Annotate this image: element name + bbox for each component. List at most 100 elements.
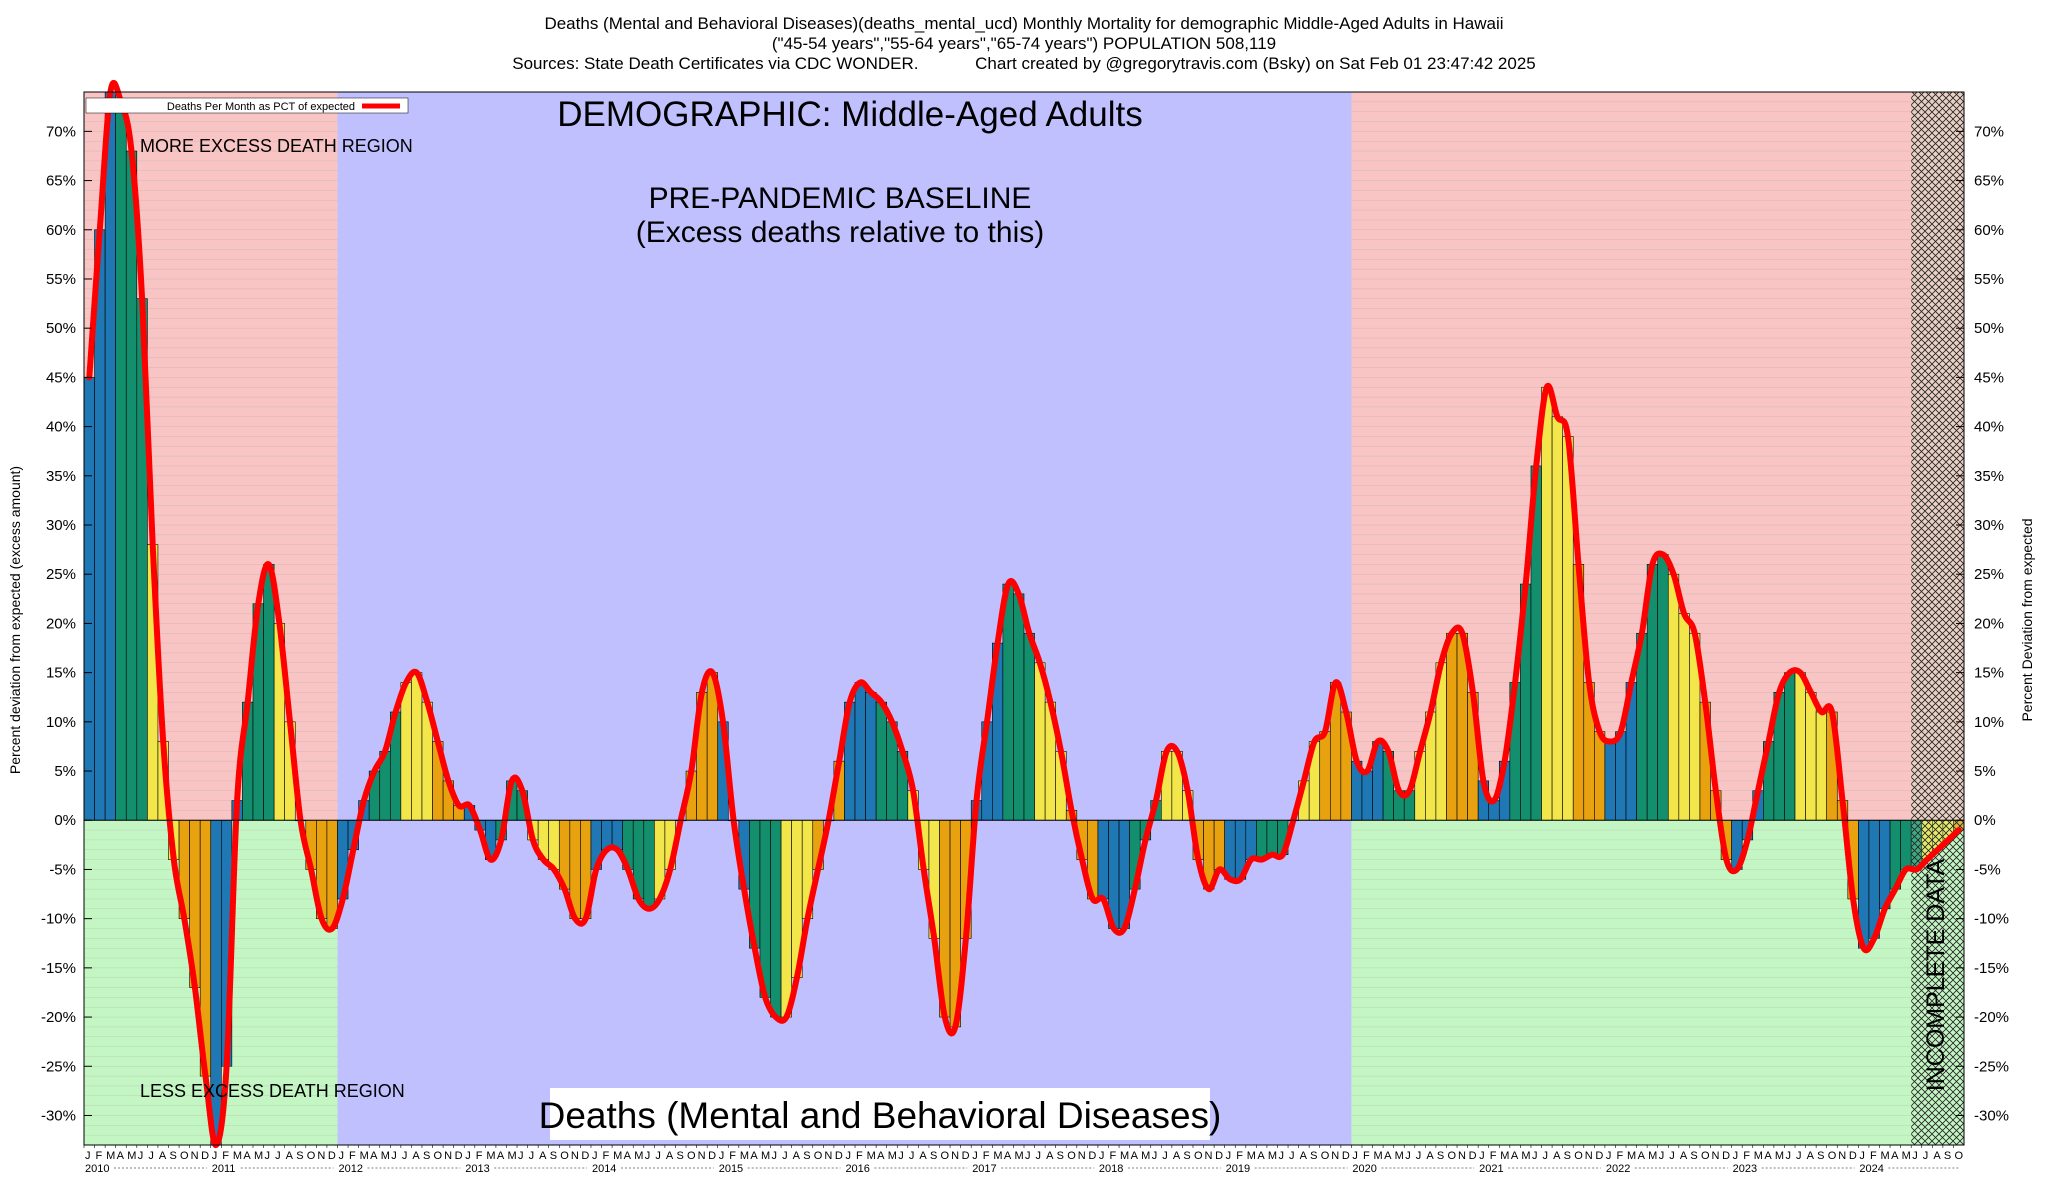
- bar: [1657, 554, 1669, 821]
- x-tick-month-label: S: [1183, 1150, 1190, 1162]
- x-tick-month-label: J: [1099, 1150, 1105, 1162]
- bar: [1551, 416, 1563, 821]
- x-tick-month-label: A: [243, 1150, 251, 1162]
- x-tick-month-label: J: [529, 1150, 535, 1162]
- x-tick-month-label: D: [1722, 1150, 1730, 1162]
- bar: [400, 682, 412, 821]
- x-tick-month-label: J: [465, 1150, 471, 1162]
- x-tick-month-label: J: [212, 1150, 218, 1162]
- x-tick-month-label: F: [1109, 1150, 1116, 1162]
- y-tick-label-right: 40%: [1974, 419, 2004, 436]
- x-tick-month-label: F: [983, 1150, 990, 1162]
- y-tick-label-right: 50%: [1974, 320, 2004, 337]
- baseline-label-line1: PRE-PANDEMIC BASELINE: [649, 182, 1032, 215]
- x-tick-month-label: J: [1785, 1150, 1791, 1162]
- y-tick-label-left: 20%: [46, 615, 76, 632]
- x-tick-month-label: M: [1648, 1150, 1657, 1162]
- x-tick-month-label: J: [655, 1150, 661, 1162]
- x-tick-month-label: A: [1764, 1150, 1772, 1162]
- x-tick-month-label: O: [941, 1150, 950, 1162]
- y-tick-label-right: -25%: [1974, 1058, 2009, 1075]
- bar: [770, 819, 782, 1018]
- series-line: [86, 80, 1962, 1149]
- x-tick-month-label: F: [729, 1150, 736, 1162]
- bar: [1002, 583, 1014, 821]
- x-tick-month-label: O: [1067, 1150, 1076, 1162]
- x-tick-month-label: N: [1078, 1150, 1086, 1162]
- y-tick-label-right: 30%: [1974, 517, 2004, 534]
- bar: [643, 819, 655, 910]
- x-tick-month-label: D: [455, 1150, 463, 1162]
- x-tick-month-label: D: [1215, 1150, 1223, 1162]
- y-tick-label-right: 65%: [1974, 173, 2004, 190]
- x-tick-month-label: S: [1944, 1150, 1951, 1162]
- x-tick-month-label: M: [106, 1150, 115, 1162]
- sources-text: Sources: State Death Certificates via CD…: [512, 54, 919, 73]
- bar: [1667, 573, 1680, 821]
- x-tick-month-label: A: [1933, 1150, 1941, 1162]
- x-tick-month-label: M: [761, 1150, 770, 1162]
- y-tick-label-left: -5%: [49, 861, 76, 878]
- x-tick-month-label: A: [1891, 1150, 1899, 1162]
- bar: [875, 701, 887, 821]
- credit-text: Chart created by @gregorytravis.com (Bsk…: [975, 54, 1536, 73]
- x-tick-month-label: O: [307, 1150, 316, 1162]
- y-tick-label-right: -15%: [1974, 960, 2009, 977]
- x-tick-month-label: O: [1701, 1150, 1710, 1162]
- x-tick-month-label: A: [1511, 1150, 1519, 1162]
- x-tick-month-label: M: [1120, 1150, 1129, 1162]
- x-tick-year-label: 2012: [338, 1163, 362, 1175]
- x-tick-month-label: A: [1807, 1150, 1815, 1162]
- x-tick-month-label: J: [1606, 1150, 1612, 1162]
- x-tick-month-label: M: [507, 1150, 516, 1162]
- x-tick-month-label: J: [1278, 1150, 1284, 1162]
- y-tick-label-left: 45%: [46, 369, 76, 386]
- x-tick-month-label: O: [180, 1150, 189, 1162]
- x-tick-year-label: 2010: [85, 1163, 109, 1175]
- bar: [1266, 819, 1278, 855]
- x-tick-month-label: J: [275, 1150, 281, 1162]
- y-tick-label-left: -25%: [41, 1058, 76, 1075]
- x-tick-month-label: N: [1838, 1150, 1846, 1162]
- bar: [1615, 731, 1627, 821]
- bar: [1900, 819, 1912, 870]
- x-tick-month-label: M: [127, 1150, 136, 1162]
- x-tick-month-label: J: [1416, 1150, 1422, 1162]
- y-tick-label-left: 25%: [46, 566, 76, 583]
- x-tick-month-label: O: [1574, 1150, 1583, 1162]
- y-tick-label-right: 15%: [1974, 665, 2004, 682]
- bar: [83, 377, 95, 821]
- x-tick-month-label: J: [1532, 1150, 1538, 1162]
- y-tick-label-right: 55%: [1974, 271, 2004, 288]
- x-tick-month-label: M: [1268, 1150, 1277, 1162]
- x-tick-month-label: J: [1405, 1150, 1411, 1162]
- x-tick-month-label: D: [708, 1150, 716, 1162]
- x-tick-month-label: A: [1300, 1150, 1308, 1162]
- x-tick-month-label: M: [1627, 1150, 1636, 1162]
- x-tick-month-label: A: [793, 1150, 801, 1162]
- x-tick-month-label: J: [265, 1150, 271, 1162]
- x-tick-year-label: 2023: [1733, 1163, 1757, 1175]
- baseline-label-line2: (Excess deaths relative to this): [636, 216, 1045, 249]
- bar: [780, 819, 792, 1018]
- x-tick-month-label: N: [1585, 1150, 1593, 1162]
- more-excess-region-label: MORE EXCESS DEATH REGION: [140, 136, 413, 156]
- x-tick-year-label: 2018: [1099, 1163, 1123, 1175]
- baseline-period-bg: [337, 92, 1352, 1145]
- x-tick-month-label: O: [1194, 1150, 1203, 1162]
- x-tick-year-label: 2019: [1226, 1163, 1250, 1175]
- x-tick-month-label: J: [898, 1150, 904, 1162]
- x-tick-year-label: 2021: [1479, 1163, 1503, 1175]
- y-tick-label-right: -5%: [1974, 861, 2001, 878]
- x-tick-month-label: J: [402, 1150, 408, 1162]
- x-tick-month-label: M: [486, 1150, 495, 1162]
- x-tick-month-label: J: [845, 1150, 851, 1162]
- x-tick-year-label: 2022: [1606, 1163, 1630, 1175]
- x-tick-month-label: M: [381, 1150, 390, 1162]
- x-tick-month-label: N: [191, 1150, 199, 1162]
- x-tick-month-label: J: [772, 1150, 778, 1162]
- x-tick-month-label: S: [1437, 1150, 1444, 1162]
- x-tick-month-label: S: [296, 1150, 303, 1162]
- bar: [1805, 692, 1817, 821]
- x-tick-month-label: M: [1754, 1150, 1763, 1162]
